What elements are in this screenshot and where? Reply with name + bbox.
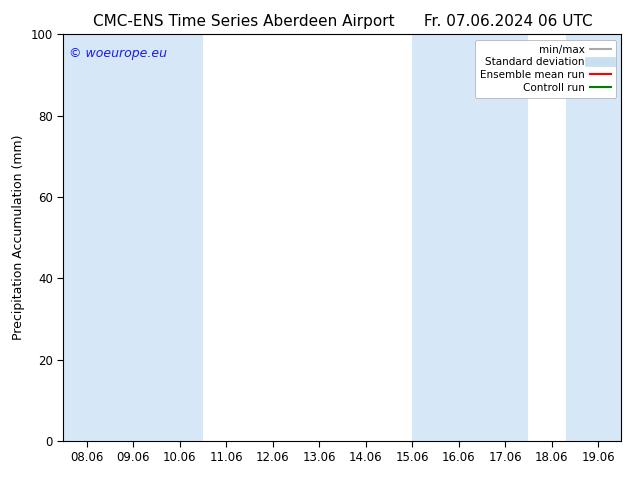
Text: © woeurope.eu: © woeurope.eu: [69, 47, 167, 59]
Y-axis label: Precipitation Accumulation (mm): Precipitation Accumulation (mm): [12, 135, 25, 341]
Bar: [566, 34, 634, 441]
Bar: [412, 34, 528, 441]
Title: CMC-ENS Time Series Aberdeen Airport      Fr. 07.06.2024 06 UTC: CMC-ENS Time Series Aberdeen Airport Fr.…: [93, 14, 592, 29]
Legend: min/max, Standard deviation, Ensemble mean run, Controll run: min/max, Standard deviation, Ensemble me…: [475, 40, 616, 98]
Bar: [63, 34, 203, 441]
